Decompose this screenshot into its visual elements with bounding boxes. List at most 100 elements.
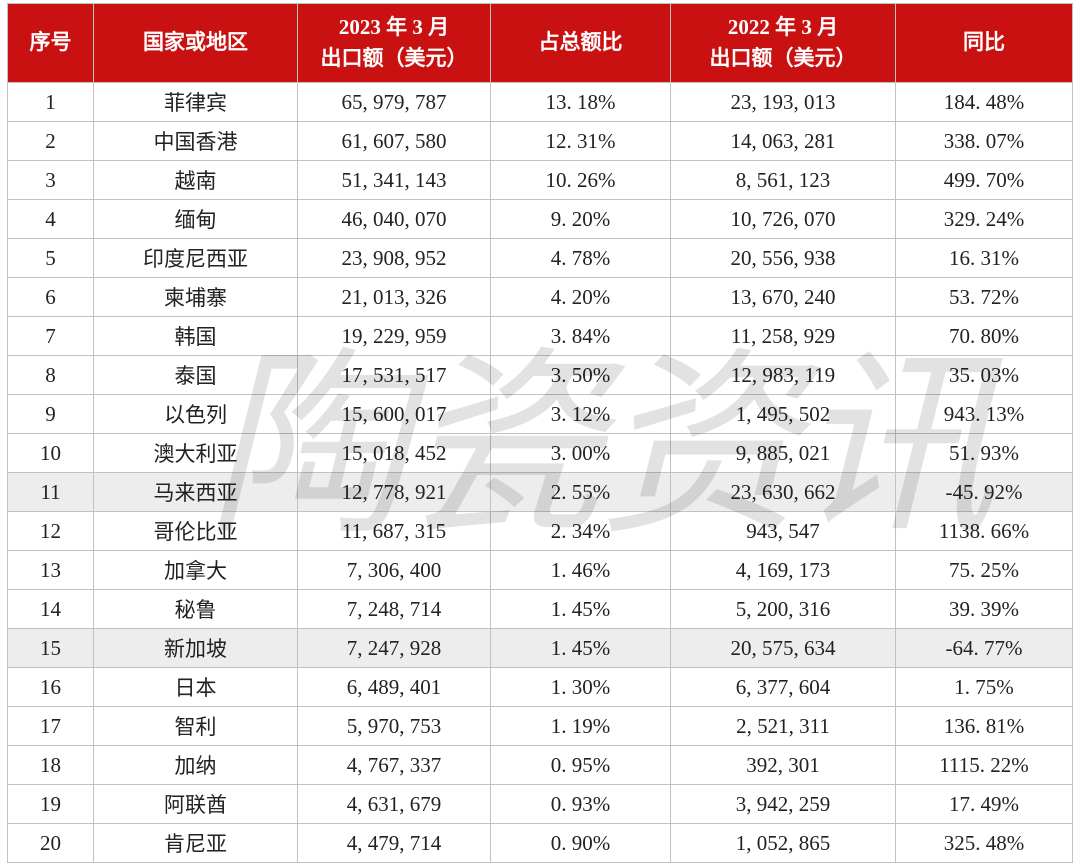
cell-share: 3. 50% bbox=[490, 355, 671, 395]
cell-yoy: 75. 25% bbox=[895, 550, 1073, 590]
cell-no: 16 bbox=[7, 667, 94, 707]
cell-region: 以色列 bbox=[93, 394, 298, 434]
cell-export-2022: 12, 983, 119 bbox=[670, 355, 896, 395]
col-header-export-2022-line1: 2022 年 3 月 bbox=[727, 14, 839, 39]
cell-yoy: 35. 03% bbox=[895, 355, 1073, 395]
cell-export-2023: 17, 531, 517 bbox=[297, 355, 491, 395]
cell-export-2022: 11, 258, 929 bbox=[670, 316, 896, 356]
cell-yoy: 184. 48% bbox=[895, 82, 1073, 122]
cell-share: 3. 84% bbox=[490, 316, 671, 356]
cell-region: 菲律宾 bbox=[93, 82, 298, 122]
cell-no: 9 bbox=[7, 394, 94, 434]
cell-yoy: 943. 13% bbox=[895, 394, 1073, 434]
cell-no: 5 bbox=[7, 238, 94, 278]
cell-export-2022: 10, 726, 070 bbox=[670, 199, 896, 239]
cell-export-2023: 4, 479, 714 bbox=[297, 823, 491, 863]
cell-no: 18 bbox=[7, 745, 94, 785]
cell-no: 2 bbox=[7, 121, 94, 161]
table-header: 序号 国家或地区 2023 年 3 月 出口额（美元） 占总额比 2022 年 … bbox=[7, 3, 1073, 83]
cell-no: 19 bbox=[7, 784, 94, 824]
cell-export-2023: 4, 631, 679 bbox=[297, 784, 491, 824]
table-row: 13 加拿大 7, 306, 400 1. 46% 4, 169, 173 75. 25% bbox=[7, 550, 1073, 590]
cell-export-2023: 15, 600, 017 bbox=[297, 394, 491, 434]
cell-share: 0. 95% bbox=[490, 745, 671, 785]
cell-export-2023: 7, 248, 714 bbox=[297, 589, 491, 629]
cell-no: 10 bbox=[7, 433, 94, 473]
cell-share: 2. 55% bbox=[490, 472, 671, 512]
cell-export-2022: 6, 377, 604 bbox=[670, 667, 896, 707]
cell-share: 0. 90% bbox=[490, 823, 671, 863]
cell-no: 11 bbox=[7, 472, 94, 512]
table-row: 1 菲律宾 65, 979, 787 13. 18% 23, 193, 013 184. … bbox=[7, 82, 1073, 122]
cell-yoy: 136. 81% bbox=[895, 706, 1073, 746]
cell-export-2022: 13, 670, 240 bbox=[670, 277, 896, 317]
cell-yoy: 51. 93% bbox=[895, 433, 1073, 473]
cell-no: 8 bbox=[7, 355, 94, 395]
table-row: 8 泰国 17, 531, 517 3. 50% 12, 983, 119 35. 03% bbox=[7, 355, 1073, 395]
cell-no: 6 bbox=[7, 277, 94, 317]
cell-share: 1. 46% bbox=[490, 550, 671, 590]
cell-export-2022: 1, 052, 865 bbox=[670, 823, 896, 863]
cell-no: 1 bbox=[7, 82, 94, 122]
cell-export-2022: 3, 942, 259 bbox=[670, 784, 896, 824]
cell-no: 17 bbox=[7, 706, 94, 746]
table-row: 6 柬埔寨 21, 013, 326 4. 20% 13, 670, 240 53. 72… bbox=[7, 277, 1073, 317]
table-row: 12 哥伦比亚 11, 687, 315 2. 34% 943, 547 1138. 66… bbox=[7, 511, 1073, 551]
cell-yoy: -45. 92% bbox=[895, 472, 1073, 512]
cell-region: 新加坡 bbox=[93, 628, 298, 668]
col-header-share: 占总额比 bbox=[490, 3, 671, 83]
cell-region: 泰国 bbox=[93, 355, 298, 395]
table-row: 16 日本 6, 489, 401 1. 30% 6, 377, 604 1. 75% bbox=[7, 667, 1073, 707]
cell-yoy: -64. 77% bbox=[895, 628, 1073, 668]
cell-yoy: 53. 72% bbox=[895, 277, 1073, 317]
cell-yoy: 329. 24% bbox=[895, 199, 1073, 239]
cell-share: 3. 00% bbox=[490, 433, 671, 473]
cell-export-2023: 23, 908, 952 bbox=[297, 238, 491, 278]
cell-region: 哥伦比亚 bbox=[93, 511, 298, 551]
cell-yoy: 70. 80% bbox=[895, 316, 1073, 356]
cell-no: 12 bbox=[7, 511, 94, 551]
cell-no: 4 bbox=[7, 199, 94, 239]
cell-region: 阿联酋 bbox=[93, 784, 298, 824]
table-row: 15 新加坡 7, 247, 928 1. 45% 20, 575, 634 -64. 7… bbox=[7, 628, 1073, 668]
cell-region: 智利 bbox=[93, 706, 298, 746]
cell-share: 9. 20% bbox=[490, 199, 671, 239]
cell-no: 15 bbox=[7, 628, 94, 668]
cell-export-2022: 2, 521, 311 bbox=[670, 706, 896, 746]
cell-export-2022: 943, 547 bbox=[670, 511, 896, 551]
cell-share: 1. 19% bbox=[490, 706, 671, 746]
cell-export-2023: 65, 979, 787 bbox=[297, 82, 491, 122]
cell-yoy: 1138. 66% bbox=[895, 511, 1073, 551]
table-row: 3 越南 51, 341, 143 10. 26% 8, 561, 123 499. 70… bbox=[7, 160, 1073, 200]
cell-export-2023: 7, 306, 400 bbox=[297, 550, 491, 590]
cell-share: 4. 78% bbox=[490, 238, 671, 278]
cell-region: 印度尼西亚 bbox=[93, 238, 298, 278]
cell-region: 加纳 bbox=[93, 745, 298, 785]
cell-yoy: 1. 75% bbox=[895, 667, 1073, 707]
cell-yoy: 16. 31% bbox=[895, 238, 1073, 278]
cell-export-2023: 21, 013, 326 bbox=[297, 277, 491, 317]
cell-export-2023: 7, 247, 928 bbox=[297, 628, 491, 668]
cell-export-2022: 1, 495, 502 bbox=[670, 394, 896, 434]
cell-no: 7 bbox=[7, 316, 94, 356]
cell-yoy: 325. 48% bbox=[895, 823, 1073, 863]
cell-share: 1. 45% bbox=[490, 589, 671, 629]
col-header-region: 国家或地区 bbox=[93, 3, 298, 83]
cell-export-2022: 23, 630, 662 bbox=[670, 472, 896, 512]
cell-share: 1. 45% bbox=[490, 628, 671, 668]
cell-export-2023: 11, 687, 315 bbox=[297, 511, 491, 551]
cell-share: 2. 34% bbox=[490, 511, 671, 551]
cell-export-2023: 12, 778, 921 bbox=[297, 472, 491, 512]
cell-no: 3 bbox=[7, 160, 94, 200]
table-row: 2 中国香港 61, 607, 580 12. 31% 14, 063, 281 338.… bbox=[7, 121, 1073, 161]
cell-yoy: 1115. 22% bbox=[895, 745, 1073, 785]
cell-export-2023: 5, 970, 753 bbox=[297, 706, 491, 746]
cell-region: 马来西亚 bbox=[93, 472, 298, 512]
cell-region: 日本 bbox=[93, 667, 298, 707]
col-header-export-2022-line2: 出口额（美元） bbox=[709, 46, 857, 70]
cell-share: 4. 20% bbox=[490, 277, 671, 317]
col-header-export-2023-line1: 2023 年 3 月 bbox=[338, 14, 450, 39]
cell-region: 澳大利亚 bbox=[93, 433, 298, 473]
cell-share: 3. 12% bbox=[490, 394, 671, 434]
table-body: 1 菲律宾 65, 979, 787 13. 18% 23, 193, 013 184. … bbox=[7, 82, 1073, 863]
